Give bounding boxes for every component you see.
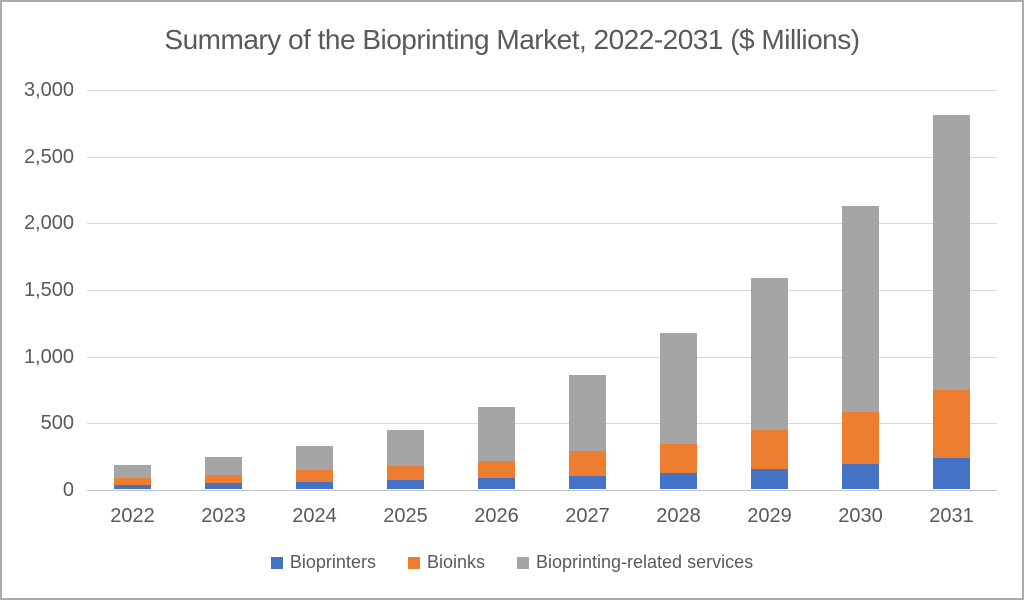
bar-segment-bioprinters-2022 <box>114 484 151 489</box>
legend-item-bioprinting-related-services: Bioprinting-related services <box>516 552 754 573</box>
bar-segment-bioprinting-related-services-2027 <box>569 375 606 452</box>
x-axis-label-2026: 2026 <box>474 505 519 527</box>
y-axis-tick-label: 2,000 <box>23 212 74 235</box>
x-axis-label-2027: 2027 <box>565 505 610 527</box>
bar-segment-bioprinting-related-services-2023 <box>205 457 242 476</box>
bar-segment-bioprinting-related-services-2030 <box>842 206 879 413</box>
bar-segment-bioprinters-2026 <box>478 478 515 489</box>
bar-segment-bioinks-2030 <box>842 412 879 465</box>
stacked-bar-2031 <box>933 115 970 489</box>
y-axis-tick-label: 0 <box>62 479 74 501</box>
legend-swatch-icon <box>516 556 529 569</box>
bar-segment-bioprinters-2030 <box>842 464 879 489</box>
legend-label: Bioinks <box>426 552 485 572</box>
legend-swatch-icon <box>407 556 420 569</box>
y-axis-tick-label: 1,000 <box>23 345 74 368</box>
stacked-bar-2022 <box>114 465 151 489</box>
bar-segment-bioinks-2028 <box>660 443 697 473</box>
stacked-bar-2027 <box>569 375 606 489</box>
bar-segment-bioprinting-related-services-2025 <box>387 429 424 466</box>
stacked-bar-2026 <box>478 407 515 489</box>
bar-segment-bioinks-2025 <box>387 465 424 481</box>
bar-segment-bioprinting-related-services-2029 <box>751 277 788 431</box>
x-axis-label-2028: 2028 <box>656 505 701 527</box>
bar-segment-bioprinters-2025 <box>387 480 424 489</box>
bar-segment-bioprinters-2023 <box>205 483 242 489</box>
gridline <box>87 356 997 358</box>
bar-segment-bioprinters-2027 <box>569 475 606 489</box>
bar-segment-bioprinters-2024 <box>296 481 333 489</box>
bar-segment-bioprinting-related-services-2024 <box>296 446 333 470</box>
bar-segment-bioinks-2027 <box>569 451 606 476</box>
stacked-bar-2030 <box>842 206 879 489</box>
bar-segment-bioprinters-2031 <box>933 458 970 489</box>
bar-segment-bioinks-2023 <box>205 475 242 484</box>
stacked-bar-2024 <box>296 446 333 489</box>
chart-legend: Bioprinters Bioinks Bioprinting-related se… <box>2 552 1022 573</box>
bar-segment-bioinks-2022 <box>114 478 151 485</box>
x-axis-label-2025: 2025 <box>383 505 428 527</box>
legend-label: Bioprinters <box>289 552 376 572</box>
bar-segment-bioinks-2031 <box>933 390 970 459</box>
bar-segment-bioinks-2029 <box>751 430 788 469</box>
y-axis-tick-label: 500 <box>40 412 74 435</box>
bar-segment-bioprinters-2029 <box>751 468 788 489</box>
y-axis-tick-label: 3,000 <box>23 79 74 101</box>
stacked-bar-2028 <box>660 333 697 489</box>
y-axis-tick-label: 1,500 <box>23 279 74 301</box>
stacked-bar-2023 <box>205 457 242 489</box>
legend-label: Bioprinting-related services <box>535 552 754 572</box>
bar-segment-bioinks-2026 <box>478 461 515 479</box>
legend-item-bioinks: Bioinks <box>407 552 485 573</box>
gridline <box>87 156 997 158</box>
stacked-bar-2029 <box>751 277 788 489</box>
gridline <box>87 290 997 291</box>
bar-segment-bioprinting-related-services-2022 <box>114 465 151 479</box>
bar-segment-bioprinting-related-services-2028 <box>660 333 697 444</box>
y-axis-tick-label: 2,500 <box>23 145 74 168</box>
x-axis-label-2031: 2031 <box>929 505 974 527</box>
bar-segment-bioprinting-related-services-2026 <box>478 407 515 462</box>
x-axis-label-2022: 2022 <box>110 505 155 527</box>
bar-segment-bioprinting-related-services-2031 <box>933 115 970 391</box>
legend-item-bioprinters: Bioprinters <box>270 552 376 573</box>
gridline <box>87 90 997 91</box>
x-axis-label-2029: 2029 <box>747 505 792 527</box>
x-axis-label-2024: 2024 <box>292 505 337 527</box>
gridline <box>87 423 997 425</box>
stacked-bar-2025 <box>387 429 424 489</box>
gridline <box>87 223 997 225</box>
bar-segment-bioprinters-2028 <box>660 472 697 489</box>
plot-area <box>87 90 997 491</box>
legend-swatch-icon <box>270 556 283 569</box>
x-axis-line <box>87 490 997 491</box>
chart-title: Summary of the Bioprinting Market, 2022-… <box>164 24 860 55</box>
x-axis-label-2030: 2030 <box>838 505 883 527</box>
bar-segment-bioinks-2024 <box>296 469 333 482</box>
x-axis-label-2023: 2023 <box>201 505 246 527</box>
